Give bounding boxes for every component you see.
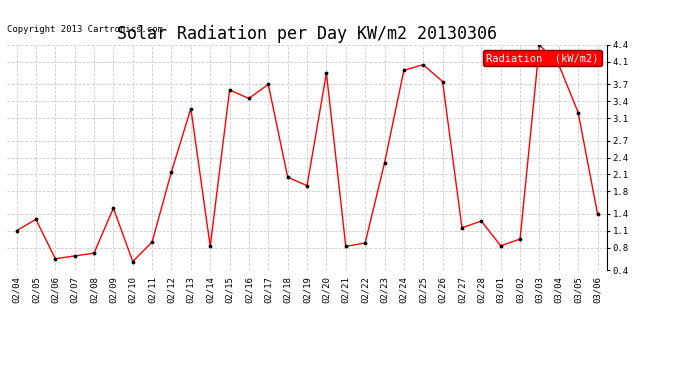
Legend: Radiation  (kW/m2): Radiation (kW/m2) [483,50,602,66]
Text: Copyright 2013 Cartronics.com: Copyright 2013 Cartronics.com [7,25,163,34]
Title: Solar Radiation per Day KW/m2 20130306: Solar Radiation per Day KW/m2 20130306 [117,26,497,44]
